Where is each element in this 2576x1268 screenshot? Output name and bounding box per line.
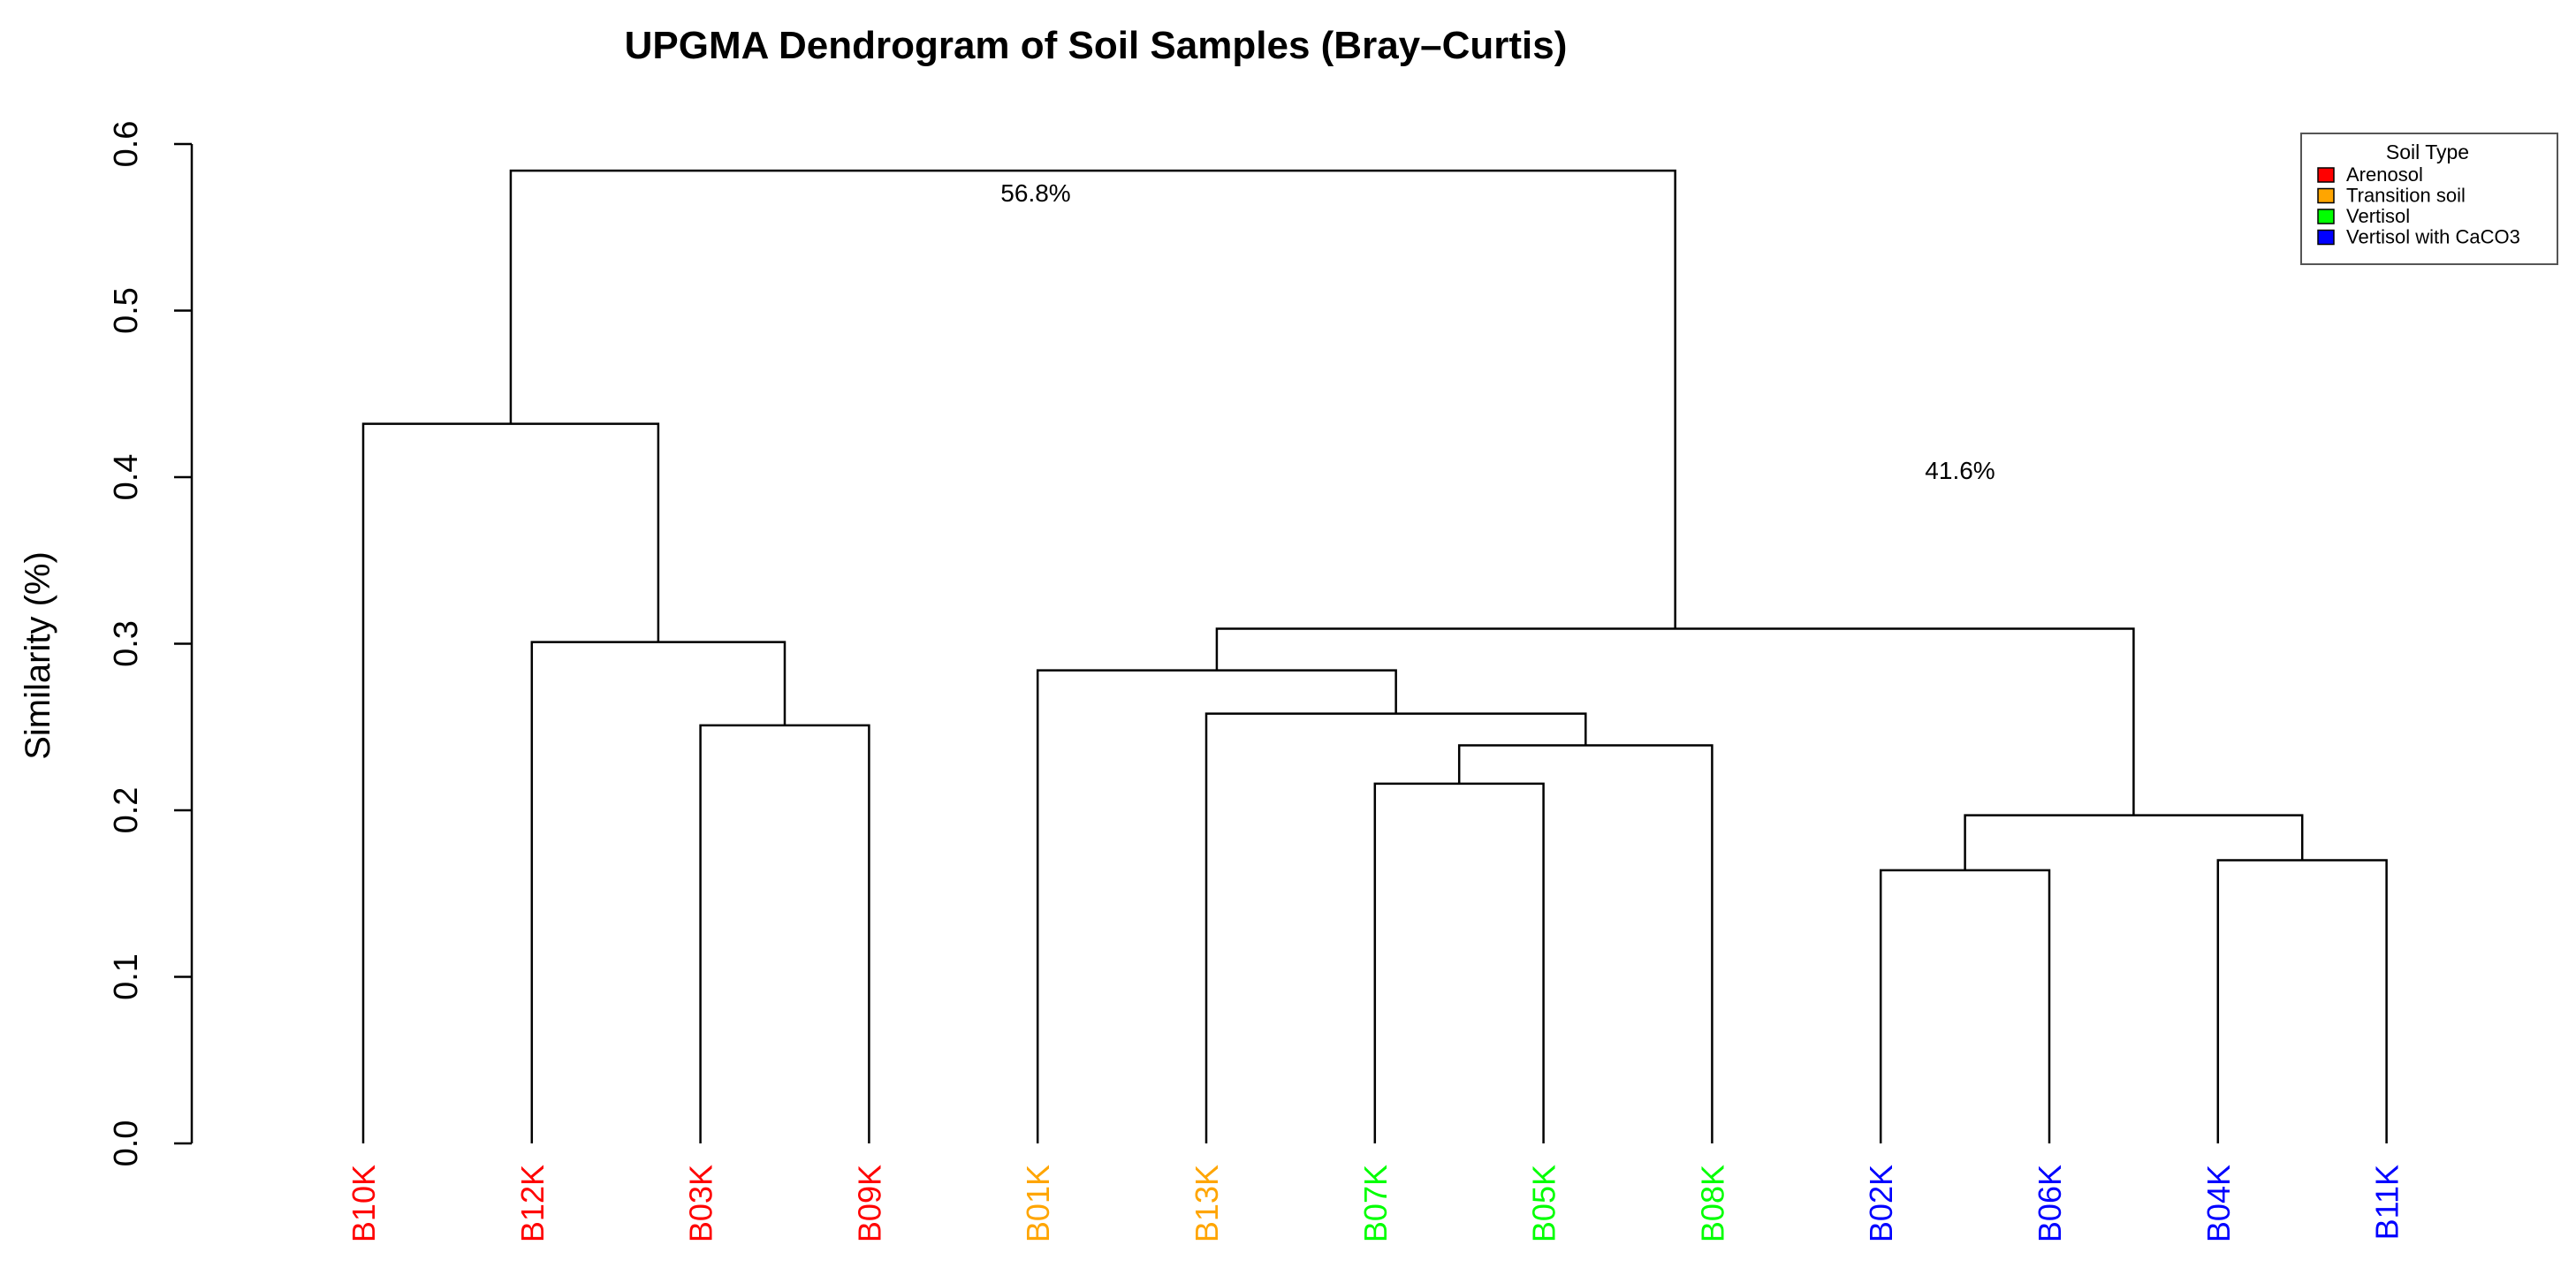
dendrogram-link xyxy=(1457,744,1714,1143)
annotation-56-8: 56.8% xyxy=(1000,179,1070,207)
dendrogram-link xyxy=(1036,669,1397,1143)
dendrogram-link xyxy=(1215,627,2135,816)
leaf-label: B07K xyxy=(1357,1165,1394,1242)
legend-entry-label: Arenosol xyxy=(2346,163,2423,186)
dendrogram-link xyxy=(509,169,1676,629)
dendrogram-link xyxy=(1879,869,2051,1143)
dendrogram-tree xyxy=(361,169,2388,1143)
leaf-label: B11K xyxy=(2369,1165,2405,1240)
y-tick-label: 0.2 xyxy=(108,787,145,834)
dendrogram-link xyxy=(530,641,786,1143)
annotation-41-6: 41.6% xyxy=(1925,457,1995,484)
leaf-label: B01K xyxy=(1020,1165,1056,1242)
legend-swatch xyxy=(2317,209,2335,224)
dendrogram-link xyxy=(1964,814,2304,870)
leaf-label: B08K xyxy=(1694,1165,1730,1242)
dendrogram-link xyxy=(2216,859,2388,1143)
y-tick-label: 0.3 xyxy=(108,620,145,667)
leaf-label: B03K xyxy=(683,1165,719,1242)
leaf-label: B12K xyxy=(514,1165,551,1242)
dendrogram-link xyxy=(699,724,870,1143)
y-tick-label: 0.1 xyxy=(108,953,145,1000)
legend-swatch xyxy=(2317,167,2335,183)
dendrogram-link xyxy=(1373,782,1545,1143)
leaf-label: B02K xyxy=(1863,1165,1899,1242)
leaf-label: B05K xyxy=(1526,1165,1562,1242)
legend-title: Soil Type xyxy=(2386,140,2469,163)
leaf-label: B06K xyxy=(2032,1165,2068,1242)
y-tick-label: 0.6 xyxy=(108,121,145,168)
legend-entry-label: Vertisol with CaCO3 xyxy=(2346,226,2520,248)
leaf-label: B10K xyxy=(346,1165,382,1242)
y-tick-label: 0.0 xyxy=(108,1120,145,1167)
legend-box xyxy=(2300,133,2558,265)
leaf-label: B13K xyxy=(1189,1165,1225,1242)
dendrogram-link xyxy=(361,422,660,1143)
legend-swatch xyxy=(2317,187,2335,204)
leaf-label: B04K xyxy=(2200,1165,2237,1242)
chart-title: UPGMA Dendrogram of Soil Samples (Bray–C… xyxy=(625,24,1568,67)
y-axis: 0.0 0.1 0.2 0.3 0.4 0.5 0.6 xyxy=(108,121,194,1167)
leaf-labels: B10K B12K B03K B09K B01K B13K B07K B05K B08K B02K… xyxy=(346,1165,2405,1242)
y-axis-label: Similarity (%) xyxy=(19,551,57,760)
legend-entry-label: Vertisol xyxy=(2346,205,2410,227)
y-tick-label: 0.5 xyxy=(108,287,145,334)
dendrogram-link xyxy=(1204,712,1587,1143)
y-tick-label: 0.4 xyxy=(108,454,145,501)
legend-entry-label: Transition soil xyxy=(2346,185,2466,207)
leaf-label: B09K xyxy=(851,1165,887,1242)
legend-swatch xyxy=(2317,229,2335,246)
